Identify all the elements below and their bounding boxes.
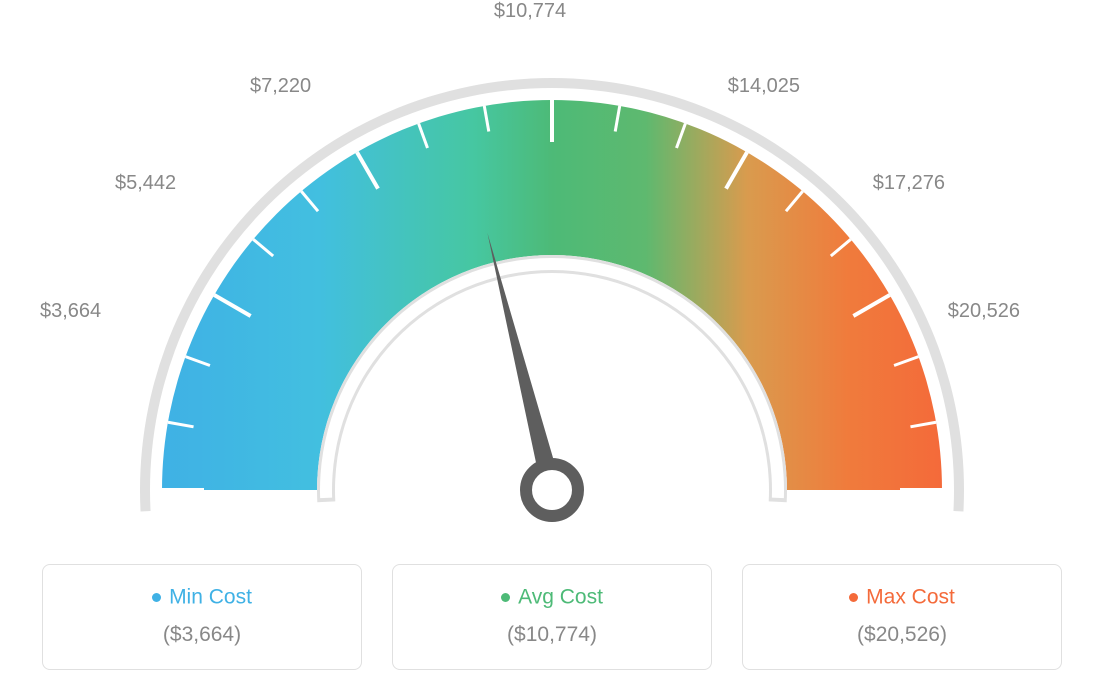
min-cost-value: ($3,664) [55, 623, 349, 647]
min-cost-card: Min Cost ($3,664) [42, 564, 362, 670]
gauge-tick-label: $10,774 [494, 0, 566, 23]
gauge-tick-label: $7,220 [250, 75, 311, 98]
min-cost-label: Min Cost [169, 585, 252, 608]
max-cost-title: Max Cost [755, 585, 1049, 609]
gauge-svg [112, 20, 992, 530]
gauge-tick-label: $3,664 [40, 300, 101, 323]
max-cost-label: Max Cost [866, 585, 955, 608]
gauge-tick-label: $17,276 [873, 172, 945, 195]
gauge-chart: $3,664 $5,442 $7,220 $10,774 $14,025 $17,276 $… [0, 0, 1104, 530]
min-cost-title: Min Cost [55, 585, 349, 609]
avg-cost-label: Avg Cost [518, 585, 603, 608]
avg-cost-value: ($10,774) [405, 623, 699, 647]
dot-icon [849, 593, 858, 602]
avg-cost-card: Avg Cost ($10,774) [392, 564, 712, 670]
gauge-tick-label: $20,526 [948, 300, 1020, 323]
gauge-tick-label: $14,025 [728, 75, 800, 98]
gauge-tick-label: $5,442 [115, 172, 176, 195]
max-cost-value: ($20,526) [755, 623, 1049, 647]
dot-icon [501, 593, 510, 602]
dot-icon [152, 593, 161, 602]
avg-cost-title: Avg Cost [405, 585, 699, 609]
max-cost-card: Max Cost ($20,526) [742, 564, 1062, 670]
legend-row: Min Cost ($3,664) Avg Cost ($10,774) Max… [0, 564, 1104, 670]
